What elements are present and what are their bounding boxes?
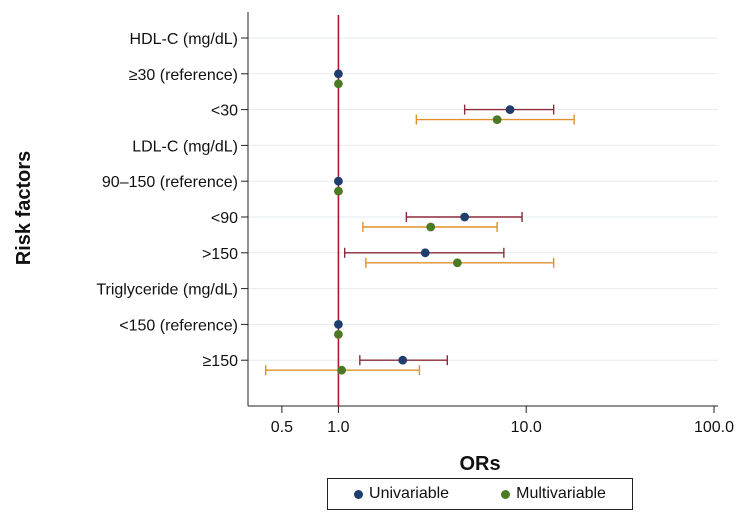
y-tick-label-8: <150 (reference)	[119, 317, 238, 334]
x-tick-label-3: 100.0	[694, 419, 734, 436]
uni-point-row-8	[334, 320, 343, 329]
grid-lines	[248, 37, 718, 361]
uni-point-row-5	[460, 212, 470, 222]
legend-marker-univariable	[354, 489, 364, 499]
x-tick-label-1: 1.0	[327, 419, 349, 436]
uni-point-row-9	[398, 355, 408, 365]
y-tick-label-1: ≥30 (reference)	[129, 67, 238, 84]
uni-point-row-6	[420, 248, 430, 258]
uni-point-row-2	[505, 105, 515, 114]
legend-item-univariable: Univariable	[354, 485, 449, 503]
multi-point-row-2	[492, 115, 502, 124]
multi-point-row-5	[426, 222, 436, 232]
y-tick-label-0: HDL-C (mg/dL)	[130, 31, 238, 48]
y-tick-label-3: LDL-C (mg/dL)	[132, 138, 238, 155]
multi-point-row-4	[334, 186, 343, 196]
y-tick-label-4: 90–150 (reference)	[102, 174, 238, 191]
y-axis-title: Risk factors	[13, 151, 35, 266]
legend-label-multivariable: Multivariable	[516, 485, 606, 502]
legend-item-multivariable: Multivariable	[501, 485, 606, 503]
uni-point-row-1	[334, 69, 343, 79]
legend: Univariable Multivariable	[327, 478, 633, 510]
x-tick-label-0: 0.5	[271, 419, 293, 436]
legend-marker-multivariable	[501, 489, 511, 499]
uni-point-row-4	[334, 176, 343, 186]
x-axis-title: ORs	[459, 453, 500, 475]
y-tick-label-9: ≥150	[203, 353, 239, 370]
y-tick-label-2: <30	[211, 103, 238, 120]
multi-point-row-1	[334, 79, 343, 89]
multi-point-row-8	[334, 330, 343, 339]
multi-point-row-6	[452, 258, 462, 268]
data-marks	[265, 15, 575, 406]
multi-point-row-9	[337, 365, 347, 375]
y-tick-label-5: <90	[211, 210, 238, 227]
tick-labels: HDL-C (mg/dL) ≥30 (reference) <30 LDL-C (mg…	[96, 31, 734, 436]
legend-label-univariable: Univariable	[369, 485, 450, 502]
y-tick-label-7: Triglyceride (mg/dL)	[96, 282, 238, 299]
y-tick-label-6: >150	[202, 246, 238, 263]
axes	[241, 12, 718, 413]
x-tick-label-2: 10.0	[511, 419, 542, 436]
